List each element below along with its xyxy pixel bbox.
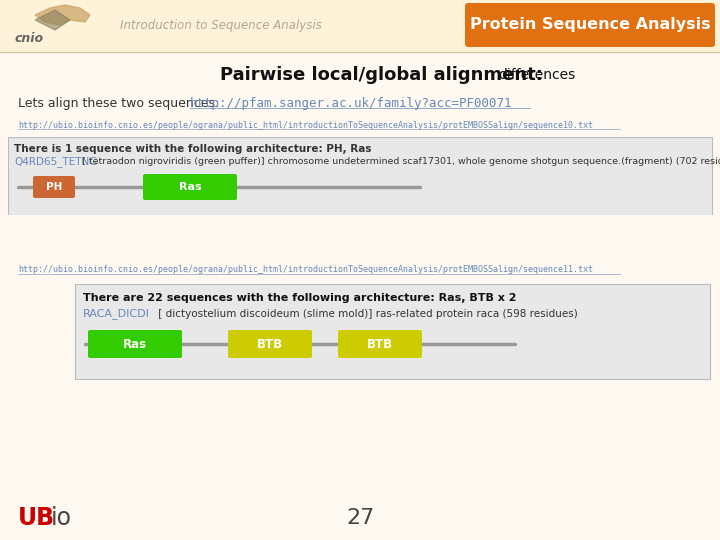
Text: http://pfam.sanger.ac.uk/family?acc=PF00071: http://pfam.sanger.ac.uk/family?acc=PF00… (190, 97, 513, 110)
Text: [ tetraodon nigroviridis (green puffer)] chromosome undetermined scaf17301, whol: [ tetraodon nigroviridis (green puffer)]… (79, 158, 720, 166)
Text: Q4RD65_TETNG: Q4RD65_TETNG (14, 157, 97, 167)
FancyBboxPatch shape (228, 330, 312, 358)
Text: 27: 27 (346, 508, 374, 528)
Text: Ras: Ras (123, 338, 147, 350)
Text: http://ubio.bioinfo.cnio.es/people/ograna/public_html/introductionToSequenceAnal: http://ubio.bioinfo.cnio.es/people/ogran… (18, 266, 593, 274)
Text: Pairwise local/global alignment:: Pairwise local/global alignment: (220, 66, 543, 84)
FancyBboxPatch shape (88, 330, 182, 358)
FancyBboxPatch shape (143, 174, 237, 200)
Text: cnio: cnio (15, 31, 44, 44)
Text: Protein Sequence Analysis: Protein Sequence Analysis (469, 17, 711, 32)
Text: Ras: Ras (179, 182, 202, 192)
Text: PH: PH (46, 182, 62, 192)
FancyBboxPatch shape (338, 330, 422, 358)
FancyBboxPatch shape (75, 284, 710, 379)
Text: RACA_DICDI: RACA_DICDI (83, 308, 150, 320)
Text: There are 22 sequences with the following architecture: Ras, BTB x 2: There are 22 sequences with the followin… (83, 293, 516, 303)
Polygon shape (35, 5, 90, 25)
Text: differences: differences (498, 68, 575, 82)
Text: Lets align these two sequences:: Lets align these two sequences: (18, 97, 220, 110)
FancyBboxPatch shape (0, 0, 720, 52)
Text: http://ubio.bioinfo.cnio.es/people/ograna/public_html/introductionToSequenceAnal: http://ubio.bioinfo.cnio.es/people/ogran… (18, 120, 593, 130)
Text: [ dictyostelium discoideum (slime mold)] ras-related protein raca (598 residues): [ dictyostelium discoideum (slime mold)]… (155, 309, 577, 319)
FancyBboxPatch shape (0, 0, 115, 52)
FancyBboxPatch shape (465, 3, 715, 47)
FancyBboxPatch shape (33, 176, 75, 198)
Text: io: io (51, 506, 72, 530)
Text: UB: UB (18, 506, 55, 530)
FancyBboxPatch shape (0, 215, 720, 300)
Text: Introduction to Sequence Analysis: Introduction to Sequence Analysis (120, 19, 322, 32)
Text: BTB: BTB (367, 338, 393, 350)
Text: BTB: BTB (257, 338, 283, 350)
Text: There is 1 sequence with the following architecture: PH, Ras: There is 1 sequence with the following a… (14, 144, 372, 154)
FancyBboxPatch shape (8, 137, 712, 215)
Polygon shape (35, 10, 70, 30)
